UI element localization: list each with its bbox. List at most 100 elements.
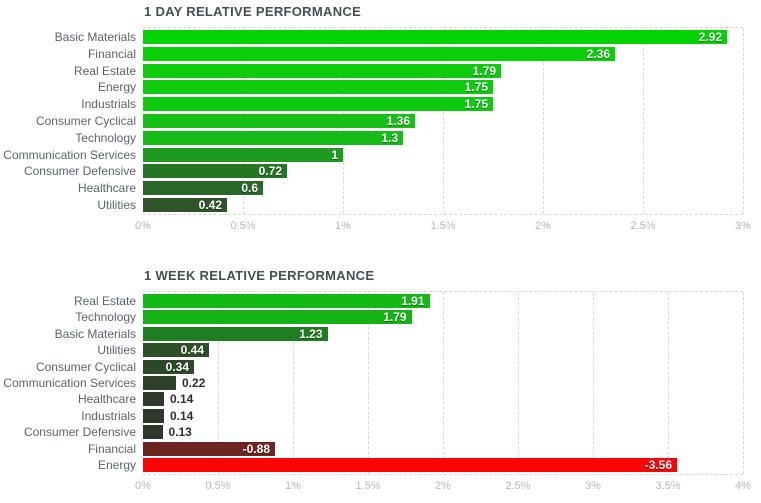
- bar-value-label: 0.22: [182, 375, 206, 390]
- category-label: Financial: [87, 46, 136, 61]
- bar-row: Healthcare 0.14: [78, 392, 743, 407]
- bar-row: Consumer Cyclical 0.34: [36, 359, 743, 374]
- bar-row: Real Estate 1.91: [74, 294, 743, 308]
- performance-bar[interactable]: [143, 425, 163, 440]
- bar-value-label: 0.13: [168, 425, 192, 440]
- bar-row: Energy 1.75: [98, 80, 743, 95]
- bar-value-label: 1.91: [401, 294, 425, 308]
- gridline: [443, 28, 444, 214]
- performance-bar[interactable]: 1.23: [143, 326, 328, 341]
- performance-bar[interactable]: 0.34: [143, 359, 194, 374]
- bar-row: Basic Materials 1.23: [55, 326, 743, 341]
- one-week-performance-chart: 1 WEEK RELATIVE PERFORMANCE Real Estate 1…: [3, 268, 751, 496]
- performance-bar[interactable]: 0.44: [143, 343, 209, 358]
- gridline: [593, 292, 594, 474]
- performance-bar[interactable]: 0.6: [143, 181, 263, 196]
- performance-bar[interactable]: 1.75: [143, 80, 493, 95]
- bar-value-label: 0.14: [170, 392, 194, 407]
- performance-bar[interactable]: [143, 408, 164, 423]
- performance-bar[interactable]: [143, 375, 176, 390]
- bar-value-label: 0.14: [170, 408, 194, 423]
- performance-bar[interactable]: 1.75: [143, 97, 493, 112]
- gridline: [643, 28, 644, 214]
- axis-tick-label: 2%: [435, 480, 451, 492]
- axis-tick-label: 3%: [585, 480, 601, 492]
- bar-row: Industrials 1.75: [81, 97, 743, 112]
- performance-bar[interactable]: 1: [143, 147, 343, 162]
- plot-area-1-day: Basic Materials 2.92 Financial 2.36 Real Est…: [3, 27, 744, 215]
- performance-bar[interactable]: 1.91: [143, 294, 430, 308]
- category-label: Healthcare: [77, 392, 136, 407]
- performance-bar[interactable]: 0.72: [143, 164, 287, 179]
- bar-value-label: 1: [331, 147, 338, 162]
- bar-value-label: 1.36: [386, 113, 410, 128]
- gridline: [518, 292, 519, 474]
- performance-bar[interactable]: 1.79: [143, 310, 412, 325]
- bar-row: Communication Services 0.22: [3, 375, 743, 390]
- axis-tick-label: 1.5%: [355, 480, 381, 492]
- axis-tick-label: 3%: [735, 220, 751, 232]
- bar-value-label: 2.92: [698, 30, 722, 44]
- gridline: [368, 292, 369, 474]
- bar-value-label: -3.56: [644, 457, 672, 472]
- bar-value-label: 2.36: [586, 46, 610, 61]
- bar-row: Financial -0.88: [88, 441, 743, 456]
- category-label: Basic Materials: [54, 30, 136, 44]
- performance-bar[interactable]: -0.88: [143, 441, 275, 456]
- category-label: Real Estate: [73, 63, 136, 78]
- bar-row: Real Estate 1.79: [74, 63, 743, 78]
- performance-bar[interactable]: -3.56: [143, 457, 677, 472]
- performance-bar[interactable]: 2.36: [143, 46, 615, 61]
- category-label: Consumer Cyclical: [35, 113, 136, 128]
- category-label: Communication Services: [3, 375, 136, 390]
- bar-value-label: 1.75: [464, 80, 488, 95]
- chart-title-1-day: 1 DAY RELATIVE PERFORMANCE: [144, 4, 362, 19]
- bar-row: Industrials 0.14: [81, 408, 743, 423]
- gridline: [543, 28, 544, 214]
- gridline: [743, 28, 744, 214]
- gridline: [293, 292, 294, 474]
- axis-tick-label: 1%: [285, 480, 301, 492]
- plot-area-1-week: Real Estate 1.91 Technology 1.79 Basic Mater…: [3, 291, 744, 475]
- bar-value-label: 1.23: [299, 326, 323, 341]
- axis-tick-label: 0.5%: [205, 480, 231, 492]
- bar-value-label: -0.88: [242, 441, 270, 456]
- bar-row: Technology 1.79: [75, 310, 743, 325]
- bar-row: Basic Materials 2.92: [55, 30, 743, 44]
- category-label: Consumer Cyclical: [35, 359, 136, 374]
- performance-bar[interactable]: 0.42: [143, 197, 227, 212]
- category-label: Real Estate: [73, 294, 136, 308]
- one-day-performance-chart: 1 DAY RELATIVE PERFORMANCE Basic Materia…: [3, 4, 751, 236]
- bar-row: Healthcare 0.6: [78, 181, 743, 196]
- bar-row: Energy -3.56: [98, 457, 743, 472]
- performance-bar[interactable]: 2.92: [143, 30, 727, 44]
- category-label: Technology: [75, 310, 136, 325]
- performance-bar[interactable]: 1.36: [143, 113, 415, 128]
- performance-bar[interactable]: 1.3: [143, 130, 403, 145]
- category-label: Communication Services: [3, 147, 136, 162]
- category-label: Basic Materials: [54, 326, 136, 341]
- gridline: [743, 292, 744, 474]
- performance-bar[interactable]: 1.79: [143, 63, 501, 78]
- axis-tick-label: 0%: [135, 480, 151, 492]
- category-label: Consumer Defensive: [23, 425, 136, 440]
- chart-title-1-week: 1 WEEK RELATIVE PERFORMANCE: [144, 268, 375, 283]
- bar-rows: Real Estate 1.91 Technology 1.79 Basic Mater…: [3, 292, 743, 474]
- category-label: Technology: [75, 130, 136, 145]
- bar-value-label: 1.75: [464, 97, 488, 112]
- axis-tick-label: 2.5%: [630, 220, 656, 232]
- bar-value-label: 1.79: [383, 310, 407, 325]
- bar-row: Utilities 0.42: [97, 197, 743, 212]
- axis-tick-label: 0.5%: [230, 220, 256, 232]
- bar-value-label: 0.72: [258, 164, 282, 179]
- x-axis-1-week: 0% 0.5% 1% 1.5% 2% 2.5% 3% 3.5% 4%: [135, 480, 751, 496]
- bar-row: Technology 1.3: [75, 130, 743, 145]
- bar-value-label: 1.3: [381, 130, 398, 145]
- axis-tick-label: 1%: [335, 220, 351, 232]
- bar-row: Communication Services 1: [3, 147, 743, 162]
- bar-value-label: 1.79: [472, 63, 496, 78]
- bar-value-label: 0.34: [165, 359, 189, 374]
- bar-row: Consumer Cyclical 1.36: [36, 113, 743, 128]
- bar-value-label: 0.6: [241, 181, 258, 196]
- performance-bar[interactable]: [143, 392, 164, 407]
